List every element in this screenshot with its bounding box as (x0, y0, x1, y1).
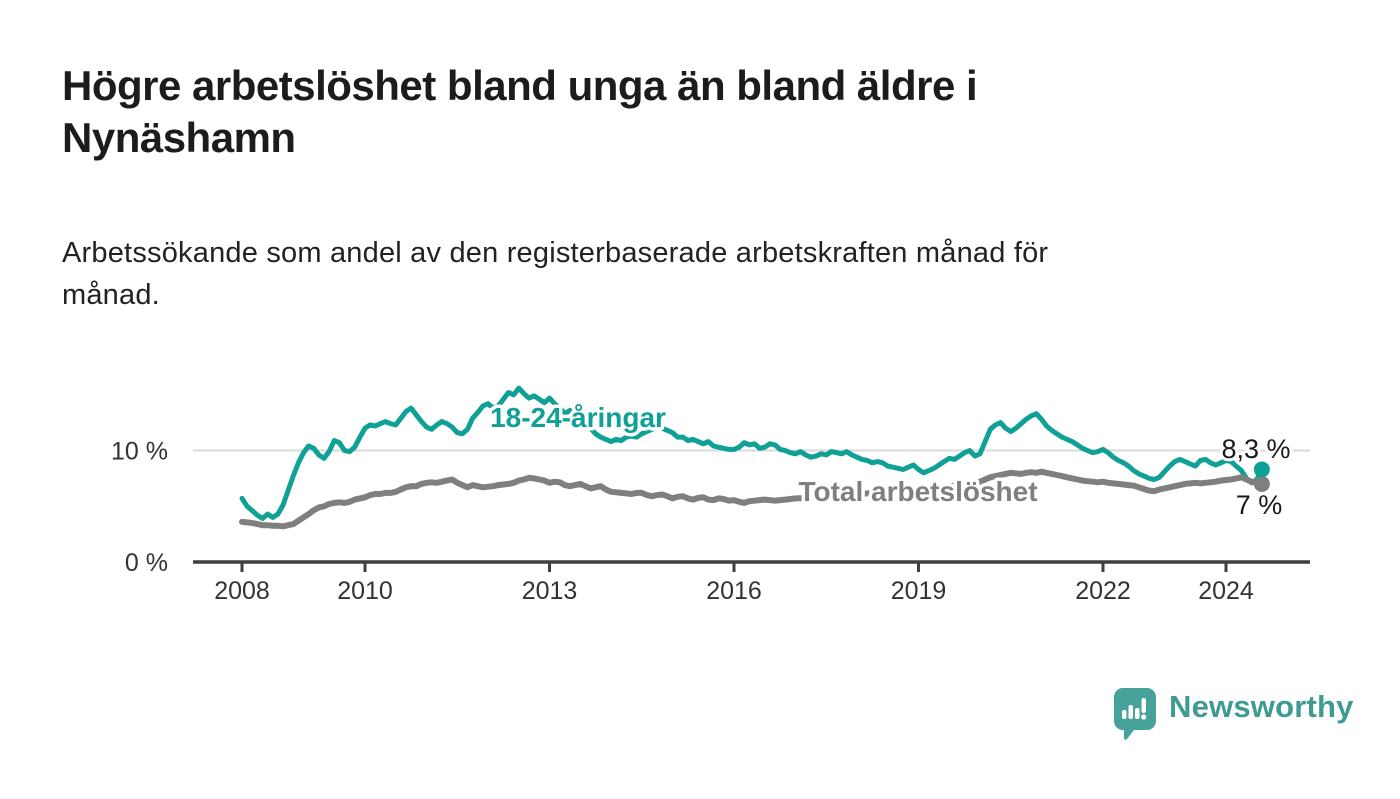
x-tick-label-2013: 2013 (522, 577, 578, 605)
end-dot-total (1253, 475, 1270, 492)
end-dot-youth (1253, 461, 1270, 478)
chart-subtitle: Arbetssökande som andel av den registerb… (62, 232, 1282, 316)
chart-subtitle-line-1: Arbetssökande som andel av den registerb… (62, 237, 1049, 269)
page-title: Högre arbetslöshet bland unga än bland ä… (62, 60, 1262, 164)
series-label-total: Total arbetslöshet (798, 476, 1037, 507)
logo-exclamation-stem (1141, 698, 1146, 713)
series-line-total (239, 468, 1265, 530)
logo-bar-1 (1122, 710, 1127, 719)
logo-bar-2 (1128, 705, 1133, 719)
y-tick-label-10pct: 10 % (111, 438, 168, 466)
x-tick-label-2022: 2022 (1075, 577, 1131, 605)
chart-subtitle-line-2: månad. (62, 279, 160, 311)
end-value-label-total: 7 % (1236, 490, 1283, 520)
newsworthy-logo-icon (1113, 688, 1156, 740)
x-tick-label-2019: 2019 (891, 577, 947, 605)
end-value-label-youth: 8,3 % (1221, 434, 1290, 464)
x-tick-label-2008: 2008 (214, 577, 270, 605)
logo-bar-3 (1135, 708, 1140, 719)
y-tick-label-0pct: 0 % (125, 549, 168, 577)
x-tick-label-2010: 2010 (337, 577, 393, 605)
page-title-line-1: Högre arbetslöshet bland unga än bland ä… (62, 62, 978, 109)
logo-exclamation-dot (1141, 714, 1147, 720)
newsworthy-brand: Newsworthy (1113, 684, 1354, 744)
series-line-youth (239, 385, 1265, 521)
page-title-line-2: Nynäshamn (62, 114, 296, 161)
x-tick-label-2016: 2016 (706, 577, 762, 605)
x-tick-label-2024: 2024 (1198, 577, 1254, 605)
brand-name: Newsworthy (1169, 689, 1354, 724)
series-label-youth: 18-24-åringar (490, 402, 666, 433)
